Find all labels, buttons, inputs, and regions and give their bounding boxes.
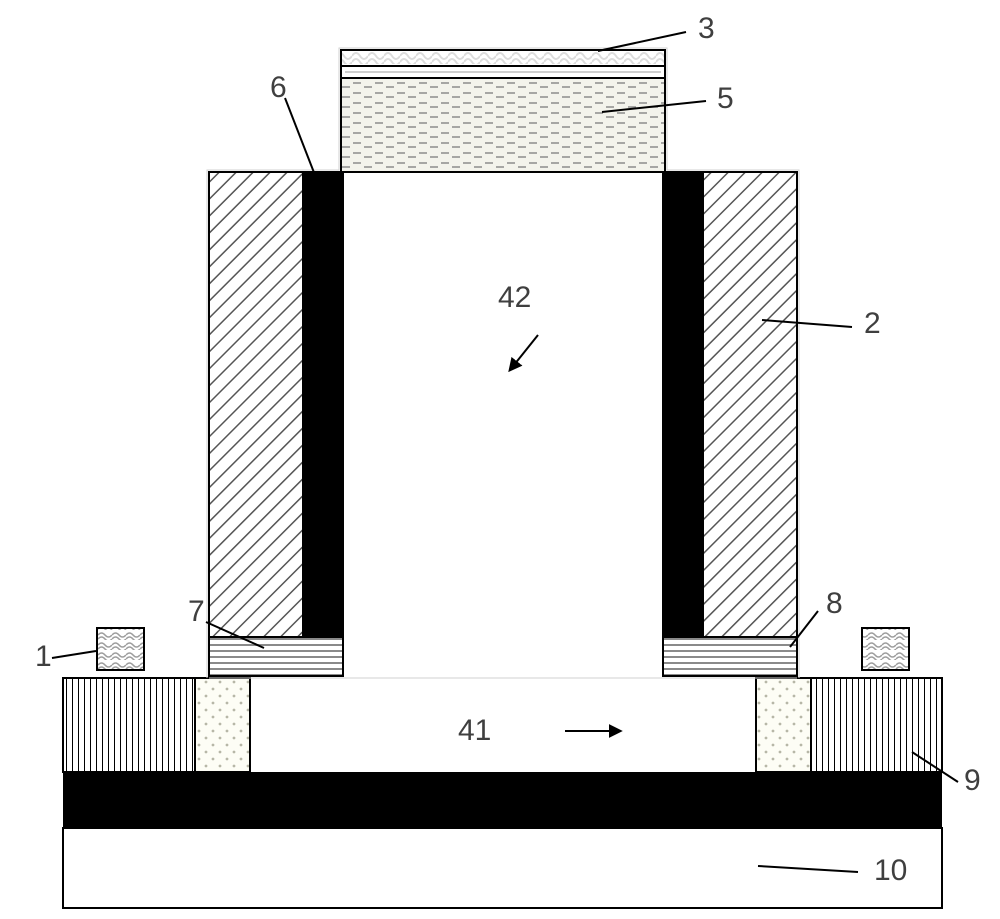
- label-7: 7: [188, 595, 205, 628]
- region-5: [341, 78, 665, 172]
- label-3: 3: [698, 12, 715, 45]
- label-9: 9: [964, 764, 981, 797]
- region-3: [341, 50, 665, 66]
- label-42: 42: [498, 281, 531, 314]
- region-7-pad-right: [663, 637, 797, 676]
- region-6-right: [663, 172, 704, 637]
- label-8: 8: [826, 587, 843, 620]
- region-10-substrate: [63, 828, 942, 908]
- label-5: 5: [717, 82, 734, 115]
- label-2: 2: [864, 307, 881, 340]
- region-1-left: [97, 628, 144, 670]
- pointer-arrow: [510, 335, 538, 370]
- region-8-pillar-right: [756, 678, 811, 772]
- region-1-right: [862, 628, 909, 670]
- label-41: 41: [458, 714, 491, 747]
- label-6: 6: [270, 71, 287, 104]
- diagram-canvas: 1 3 5 6 2 7 8 9 10 42 41: [0, 0, 1000, 919]
- region-9-left: [63, 678, 195, 772]
- label-10: 10: [874, 854, 907, 887]
- label-1: 1: [35, 640, 52, 673]
- region-black-band: [63, 772, 942, 828]
- region-6-left: [302, 172, 343, 637]
- region-8-pillar-left: [195, 678, 250, 772]
- leader-line: [52, 651, 96, 658]
- region-7-pad-left: [209, 637, 343, 676]
